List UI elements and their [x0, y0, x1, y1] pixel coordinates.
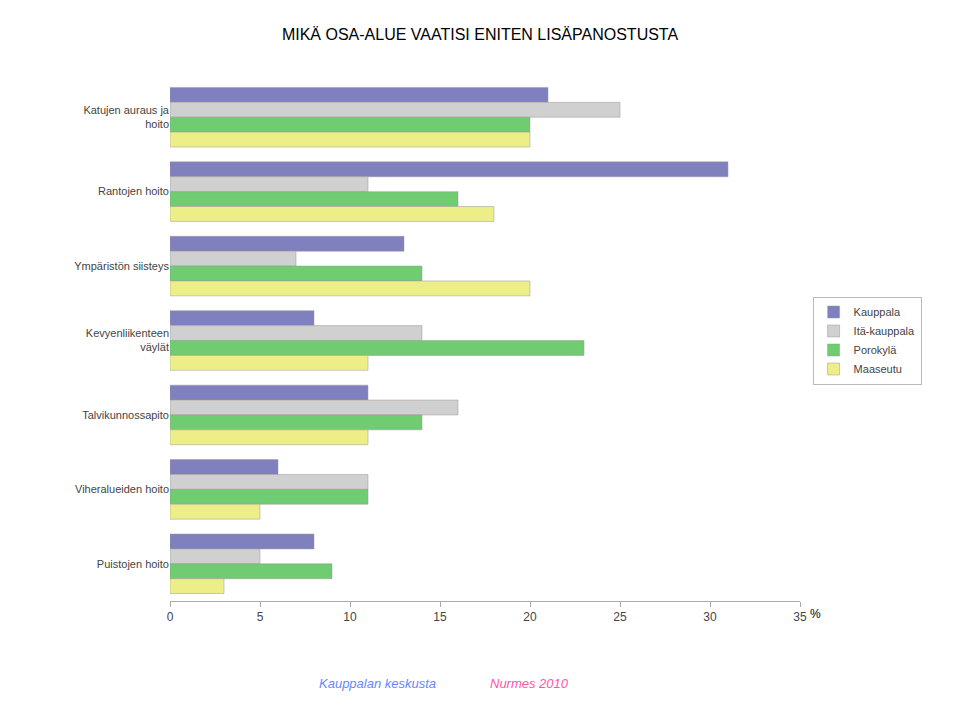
svg-text:Itä-kauppala: Itä-kauppala [854, 325, 915, 337]
svg-text:20: 20 [523, 610, 537, 624]
svg-text:Kauppala: Kauppala [854, 306, 901, 318]
svg-text:Viheralueiden hoito: Viheralueiden hoito [75, 483, 169, 495]
svg-text:Puistojen hoito: Puistojen hoito [97, 558, 169, 570]
svg-text:15: 15 [433, 610, 447, 624]
svg-text:25: 25 [613, 610, 627, 624]
svg-text:5: 5 [257, 610, 264, 624]
svg-text:Maaseutu: Maaseutu [854, 363, 902, 375]
svg-text:35: 35 [793, 610, 807, 624]
svg-text:Rantojen hoito: Rantojen hoito [98, 185, 169, 197]
svg-text:10: 10 [343, 610, 357, 624]
svg-text:%: % [810, 607, 821, 621]
svg-text:Kauppalan keskusta: Kauppalan keskusta [319, 676, 436, 691]
svg-text:Kevyenliikenteenväylät: Kevyenliikenteenväylät [86, 327, 169, 353]
svg-text:Porokylä: Porokylä [854, 344, 898, 356]
svg-text:Ympäristön siisteys: Ympäristön siisteys [74, 260, 169, 272]
svg-text:Talvikunnossapito: Talvikunnossapito [82, 409, 169, 421]
svg-text:Katujen auraus jahoito: Katujen auraus jahoito [83, 104, 169, 130]
svg-text:30: 30 [703, 610, 717, 624]
svg-text:Nurmes 2010: Nurmes 2010 [490, 676, 569, 691]
svg-text:MIKÄ OSA-ALUE VAATISI ENITEN L: MIKÄ OSA-ALUE VAATISI ENITEN LISÄPANOSTU… [282, 26, 679, 43]
svg-text:0: 0 [167, 610, 174, 624]
